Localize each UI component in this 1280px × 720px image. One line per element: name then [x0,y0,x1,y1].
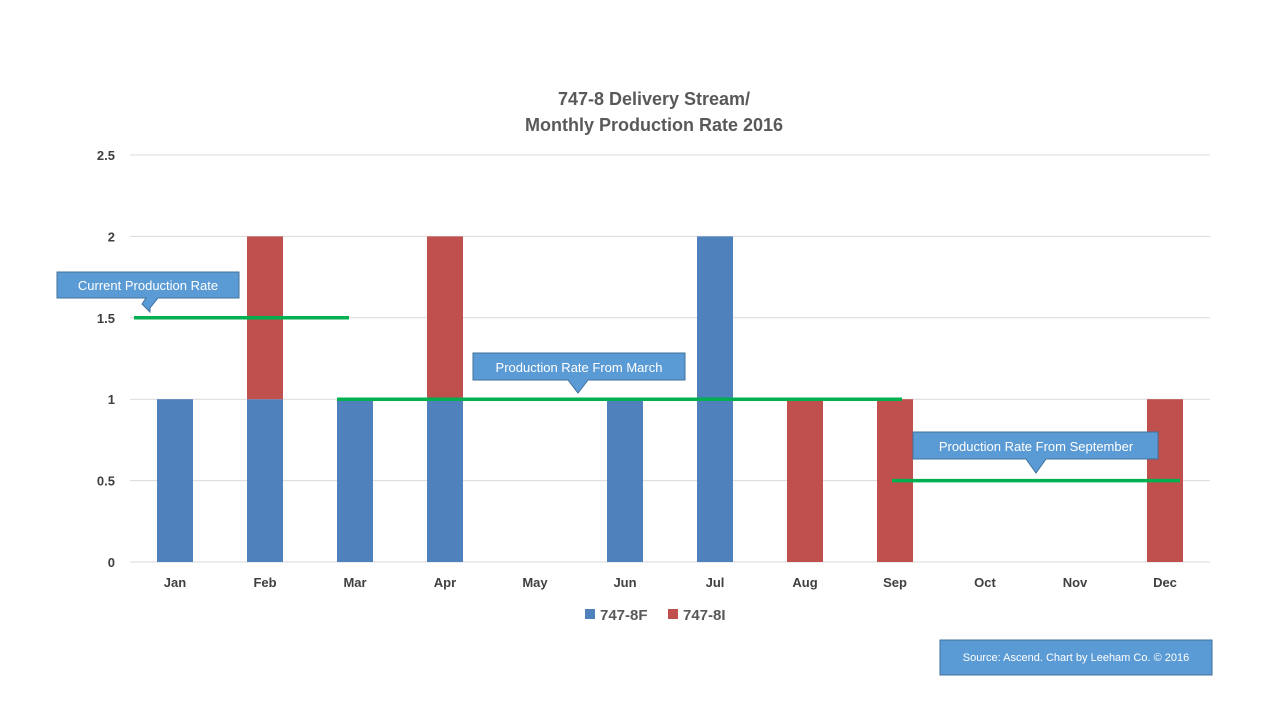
x-tick-label: Jan [164,575,186,590]
callout-march-rate: Production Rate From March [472,352,686,394]
x-tick-label: Sep [883,575,907,590]
callout-september-rate-label: Production Rate From September [939,439,1134,454]
source-note: Source: Ascend. Chart by Leeham Co. © 20… [963,652,1189,664]
rate-lines [134,316,1180,483]
y-axis-ticks: 0 0.5 1 1.5 2 2.5 [97,148,115,570]
callout-current-rate-label: Current Production Rate [78,278,218,293]
bar-747-8i-aug [787,399,823,562]
x-tick-label: Mar [343,575,366,590]
y-tick-label: 0.5 [97,474,115,489]
legend-label-747-8i: 747-8I [683,607,726,624]
source-box: Source: Ascend. Chart by Leeham Co. © 20… [939,639,1213,676]
x-tick-label: Oct [974,575,996,590]
x-tick-label: Apr [434,575,456,590]
x-tick-label: Jun [613,575,636,590]
bar-747-8f-mar [337,399,373,562]
callout-march-rate-label: Production Rate From March [496,360,663,375]
y-tick-label: 0 [108,555,115,570]
bar-747-8f-apr [427,399,463,562]
bar-747-8i-apr [427,236,463,400]
y-tick-label: 2 [108,229,115,244]
chart-title-line-1: 747-8 Delivery Stream/ [558,89,750,109]
legend-label-747-8f: 747-8F [600,607,648,624]
legend: 747-8F 747-8I [585,607,726,624]
x-tick-label: Jul [706,575,725,590]
x-tick-label: Aug [792,575,817,590]
x-axis-ticks: Jan Feb Mar Apr May Jun Jul Aug Sep Oct Nov Dec [164,575,1177,590]
chart-title-line-2: Monthly Production Rate 2016 [525,115,783,135]
x-tick-label: May [522,575,548,590]
bar-747-8f-jun [607,399,643,562]
bar-747-8f-jan [157,399,193,562]
bar-747-8f-feb [247,399,283,562]
y-tick-label: 1.5 [97,311,115,326]
callout-current-rate: Current Production Rate [56,271,240,314]
x-tick-label: Dec [1153,575,1177,590]
callout-september-rate: Production Rate From September [912,431,1159,474]
x-tick-label: Feb [253,575,276,590]
y-tick-label: 2.5 [97,148,115,163]
y-tick-label: 1 [108,392,115,407]
legend-swatch-747-8f [585,609,595,619]
legend-swatch-747-8i [668,609,678,619]
x-tick-label: Nov [1063,575,1088,590]
